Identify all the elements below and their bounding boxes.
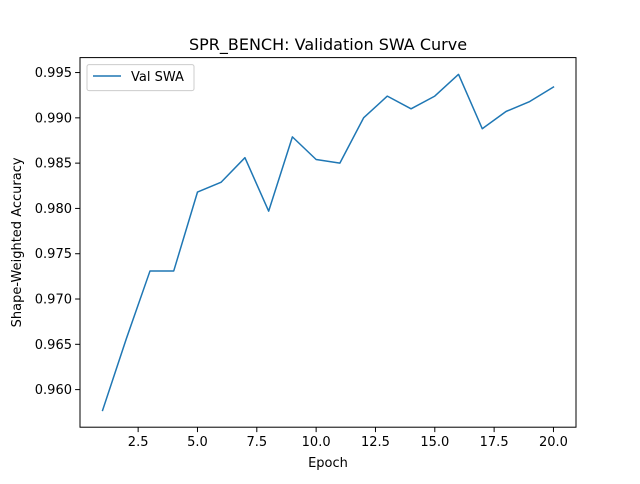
x-axis-label: Epoch: [308, 456, 348, 471]
legend: Val SWA: [87, 65, 194, 91]
x-tick-label: 15.0: [420, 435, 449, 450]
chart-title: SPR_BENCH: Validation SWA Curve: [189, 35, 467, 55]
y-tick-label: 0.990: [35, 111, 72, 126]
x-tick-label: 5.0: [187, 435, 208, 450]
x-tick-label: 2.5: [128, 435, 149, 450]
y-tick-label: 0.960: [35, 383, 72, 398]
y-axis-label: Shape-Weighted Accuracy: [10, 157, 25, 327]
x-tick-label: 17.5: [480, 435, 509, 450]
x-tick-label: 7.5: [246, 435, 267, 450]
x-tick-label: 20.0: [539, 435, 568, 450]
y-tick-label: 0.970: [35, 293, 72, 308]
y-tick-label: 0.975: [35, 247, 72, 262]
y-tick-label: 0.965: [35, 338, 72, 353]
x-tick-label: 12.5: [361, 435, 390, 450]
legend-entry-label: Val SWA: [131, 70, 184, 85]
x-tick-label: 10.0: [302, 435, 331, 450]
y-tick-label: 0.985: [35, 157, 72, 172]
y-tick-label: 0.980: [35, 202, 72, 217]
y-tick-label: 0.995: [35, 66, 72, 81]
